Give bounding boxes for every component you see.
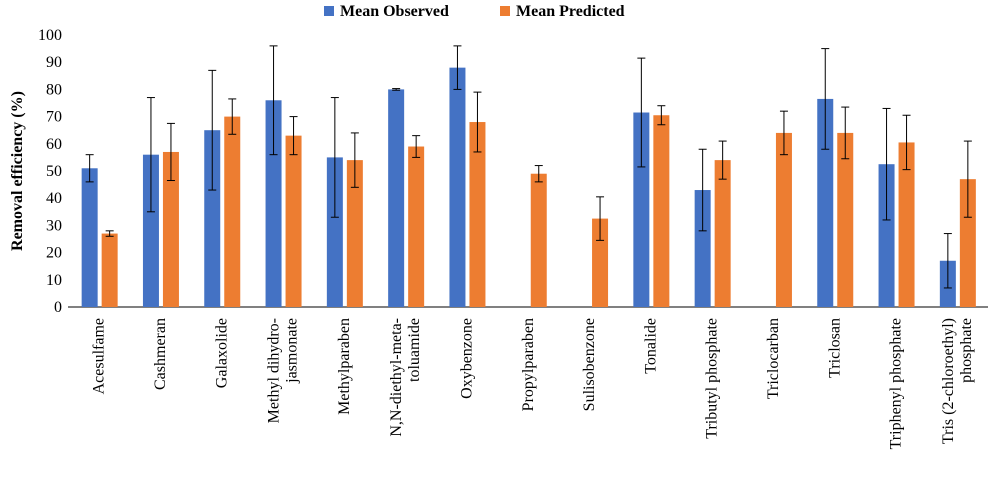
y-tick-label: 10 xyxy=(46,272,62,289)
bar-mean-observed-galaxolide xyxy=(204,130,221,307)
bar-mean-observed-cashmeran xyxy=(142,154,159,307)
x-tick-label: Tributyl phosphate xyxy=(704,318,721,439)
y-tick-label: 90 xyxy=(46,54,62,71)
x-tick-label: Galaxolide xyxy=(213,318,230,388)
bar-mean-predicted-n-n-diethyl-meta-toluamide xyxy=(408,146,425,307)
x-tick-label: phosphate xyxy=(958,318,975,383)
x-tick-label: Propylparaben xyxy=(520,318,537,411)
bar-mean-predicted-triclocarban xyxy=(775,132,792,307)
bar-mean-predicted-triphenyl-phosphate xyxy=(898,142,915,307)
bar-mean-predicted-tonalide xyxy=(653,115,670,308)
legend-swatch-mean-observed xyxy=(324,6,334,16)
y-tick-label: 20 xyxy=(46,245,62,262)
y-tick-label: 70 xyxy=(46,109,62,126)
legend-label-mean-predicted: Mean Predicted xyxy=(516,3,625,20)
bar-mean-predicted-galaxolide xyxy=(224,116,241,307)
x-tick-label: toluamide xyxy=(406,318,423,382)
bar-mean-observed-tributyl-phosphate xyxy=(694,190,711,307)
x-tick-label: Oxybenzone xyxy=(458,318,475,399)
bar-mean-observed-methylparaben xyxy=(326,157,343,307)
x-tick-label: Methylparaben xyxy=(336,318,353,415)
bar-mean-observed-acesulfame xyxy=(81,168,98,307)
legend: Mean Observed Mean Predicted xyxy=(324,3,625,20)
y-tick-label: 40 xyxy=(46,190,62,207)
y-tick-label: 60 xyxy=(46,136,62,153)
x-tick-label: Triphenyl phosphate xyxy=(888,318,905,449)
y-tick-label: 30 xyxy=(46,217,62,234)
bar-mean-predicted-tris-2-chloroethyl-phosphate xyxy=(959,179,976,307)
x-tick-label: Triclosan xyxy=(826,318,843,378)
error-bars xyxy=(85,45,972,289)
x-tick-label: Triclocarban xyxy=(765,318,782,399)
bar-mean-predicted-triclosan xyxy=(837,132,854,307)
x-tick-label: Cashmeran xyxy=(152,318,169,390)
x-tick-label: Acesulfame xyxy=(91,318,108,394)
bar-mean-predicted-methylparaben xyxy=(346,160,363,307)
y-tick-label: 0 xyxy=(54,299,62,316)
bar-mean-predicted-acesulfame xyxy=(101,233,118,307)
bar-mean-observed-tonalide xyxy=(633,112,650,308)
x-tick-label: Methyl dihydro- xyxy=(266,318,283,423)
bar-mean-observed-methyl-dihydro-jasmonate xyxy=(265,100,282,307)
bar-mean-predicted-oxybenzone xyxy=(469,122,486,307)
bar-mean-observed-oxybenzone xyxy=(449,67,466,307)
bar-mean-observed-triphenyl-phosphate xyxy=(878,164,895,307)
bar-mean-observed-n-n-diethyl-meta-toluamide xyxy=(388,89,405,308)
y-tick-label: 50 xyxy=(46,163,62,180)
bar-mean-predicted-propylparaben xyxy=(530,173,547,307)
y-axis-ticks: 0 10 20 30 40 50 60 70 80 90 100 xyxy=(38,27,62,316)
bar-mean-predicted-methyl-dihydro-jasmonate xyxy=(285,135,302,307)
x-tick-label: N,N-diethyl-meta- xyxy=(388,318,405,437)
bar-mean-observed-triclosan xyxy=(817,98,834,307)
bars xyxy=(81,67,976,308)
bar-mean-predicted-cashmeran xyxy=(162,151,179,307)
x-tick-label: Sulisobenzone xyxy=(581,318,598,411)
y-axis-label: Removal efficiency (%) xyxy=(9,91,26,251)
x-tick-label: Tonalide xyxy=(642,318,659,374)
x-tick-label: jasmonate xyxy=(284,318,301,384)
x-tick-label: Tris (2-chloroethyl) xyxy=(940,318,957,444)
y-tick-label: 80 xyxy=(46,81,62,98)
category-labels: Acesulfame Cashmeran Galaxolide Methyl dihy… xyxy=(91,318,975,449)
bar-mean-predicted-tributyl-phosphate xyxy=(714,160,731,307)
y-tick-label: 100 xyxy=(38,27,62,44)
legend-label-mean-observed: Mean Observed xyxy=(340,3,449,20)
legend-swatch-mean-predicted xyxy=(500,6,510,16)
